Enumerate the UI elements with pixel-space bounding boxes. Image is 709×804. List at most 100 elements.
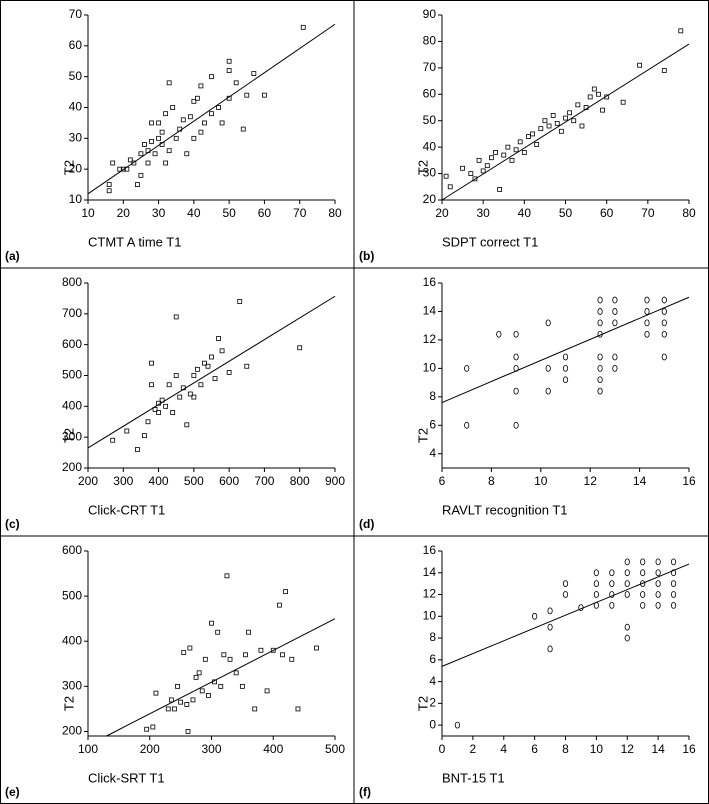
point [216,105,221,110]
y-tick-label: 20 [69,161,83,175]
point [262,92,267,98]
x-tick-label: 300 [113,474,133,488]
point [289,656,295,662]
point [194,366,200,372]
point [244,363,250,369]
point [219,348,225,354]
point [509,157,515,163]
point [168,697,174,703]
point [513,364,519,372]
point [170,105,176,110]
point [637,62,642,68]
point [198,129,204,135]
point [513,330,519,338]
point [149,139,154,144]
point [134,447,140,452]
point [597,387,603,395]
point [283,589,289,595]
x-tick-label: 60 [600,206,614,220]
point [530,131,535,137]
point [661,68,667,73]
x-tick-label: 14 [633,474,647,488]
y-tick-label: 10 [423,608,437,622]
point [240,126,246,132]
point [251,71,257,76]
point [145,148,151,154]
point [517,139,523,145]
point [612,319,618,327]
point [194,95,200,101]
point [243,652,248,658]
point [233,670,239,676]
point [655,558,661,566]
x-tick-label: 60 [258,206,272,220]
point [206,692,211,698]
point [612,296,618,304]
point [173,135,179,141]
point [624,569,630,577]
point [571,118,577,124]
point [547,623,553,631]
x-tick-label: 500 [184,474,204,488]
point [191,394,197,400]
point [209,354,214,360]
point [184,151,190,157]
point [547,607,553,615]
y-tick-label: 50 [69,69,83,83]
point [670,580,677,588]
point [166,148,172,154]
x-axis-label: Click-SRT T1 [88,770,165,785]
point [216,336,221,341]
x-tick-label: 70 [641,206,655,220]
point [226,58,232,64]
point [545,387,551,395]
point [219,120,225,126]
point [550,113,556,118]
fit-line [87,295,336,449]
x-tick-label: 500 [325,742,345,756]
y-tick-label: 6 [429,652,436,666]
x-tick-label: 300 [201,742,221,756]
point [546,123,552,129]
point [280,652,285,658]
point [156,135,161,141]
point [562,591,569,598]
point [554,120,560,126]
x-tick-label: 200 [78,474,98,488]
point [181,650,187,655]
point [163,160,169,166]
point [542,118,548,124]
x-tick-label: 50 [559,206,573,220]
x-tick-label: 200 [140,742,160,756]
point [655,580,661,588]
point [184,702,190,707]
point [244,92,250,98]
point [170,410,176,415]
point [233,80,239,86]
point [538,126,544,132]
fit-line [441,563,690,667]
x-tick-label: 600 [219,474,239,488]
x-tick-label: 800 [290,474,310,488]
point [209,74,214,80]
point [443,173,449,179]
x-tick-label: 30 [152,206,166,220]
point [166,80,172,86]
y-tick-label: 10 [69,192,83,206]
point [593,591,599,598]
point [224,573,230,579]
y-tick-label: 14 [423,304,437,318]
y-tick-label: 200 [62,724,82,738]
point [545,319,551,327]
y-tick-label: 2 [429,696,436,710]
point [513,387,519,395]
point [670,591,677,598]
x-tick-label: 10 [534,474,548,488]
point [501,152,507,158]
point [562,364,569,372]
point [640,558,646,566]
y-axis-label: T2 [61,428,76,443]
point [187,114,193,120]
point [532,612,538,620]
